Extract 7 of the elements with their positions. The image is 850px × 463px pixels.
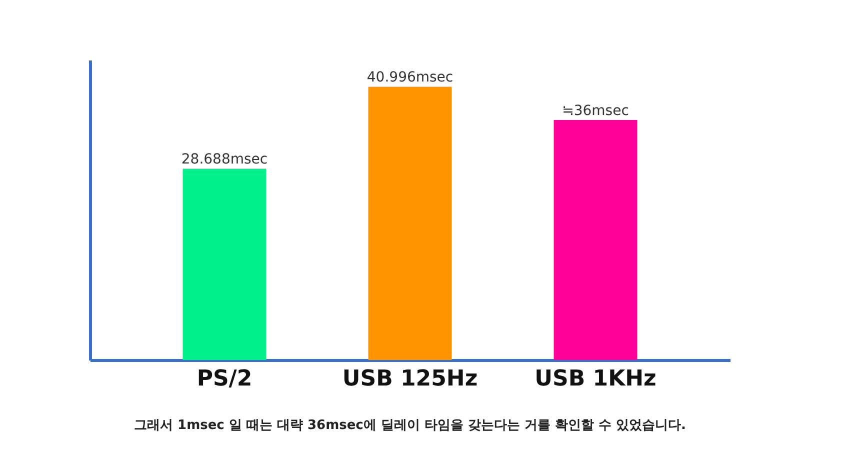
- data-label: 28.688msec: [181, 152, 268, 168]
- x-tick-label: PS/2: [196, 366, 252, 392]
- data-label: ≒36msec: [562, 103, 629, 119]
- text: 그래서 1msec 일 때는 대략 36msec에 딜레이 타임을 갖는다는 거를 확인할 수 있었습니다.: [134, 418, 686, 433]
- data-label: 40.996msec: [366, 70, 454, 86]
- x-tick-label: USB 125Hz: [342, 366, 478, 392]
- x-tick-label: USB 1KHz: [534, 366, 656, 392]
